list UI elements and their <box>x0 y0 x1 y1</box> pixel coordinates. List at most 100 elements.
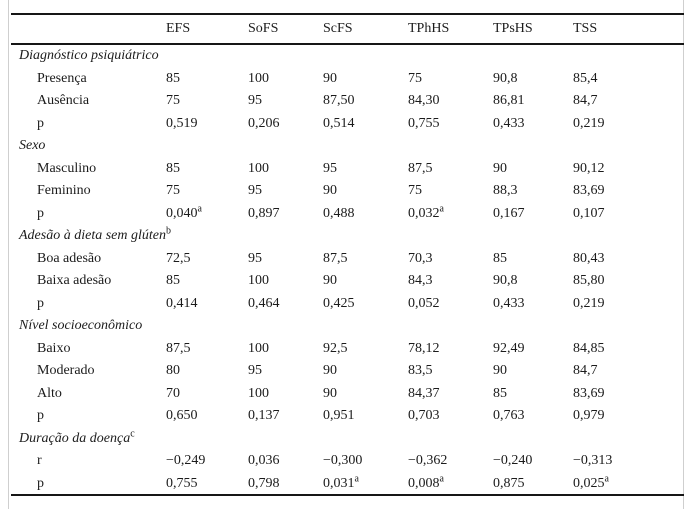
value-cell: 90 <box>323 363 337 379</box>
value-cell: 90,8 <box>493 70 518 86</box>
table-row: Baixa adesão 85 100 90 84,3 90,8 85,80 <box>11 270 684 293</box>
value-cell: 95 <box>323 160 337 176</box>
header-cell-efs: EFS <box>166 21 191 36</box>
value-cell: 70 <box>166 385 180 401</box>
value-cell: 0,219 <box>573 295 605 311</box>
header-cell-tphhs: TPhHS <box>408 21 450 36</box>
row-label: Presença <box>37 70 87 86</box>
section-title: Sexo <box>19 138 46 154</box>
value-cell: 0,875 <box>493 475 525 491</box>
row-label: Feminino <box>37 183 91 199</box>
footnote-marker: a <box>197 203 202 215</box>
section-row: Adesão à dieta sem glútenb <box>11 225 684 248</box>
table-row: p 0,755 0,798 0,031a 0,008a 0,875 0,025a <box>11 473 684 496</box>
value-cell: 84,7 <box>573 93 598 109</box>
section-title: Diagnóstico psiquiátrico <box>19 48 159 64</box>
section-title: Adesão à dieta sem glútenb <box>19 225 171 244</box>
value-cell: 0,433 <box>493 295 525 311</box>
value-cell: 0,025a <box>573 473 609 491</box>
value-cell: 90 <box>323 273 337 289</box>
table-row: Alto 70 100 90 84,37 85 83,69 <box>11 383 684 406</box>
value-cell: 87,5 <box>166 340 191 356</box>
value-cell: 85,4 <box>573 70 598 86</box>
row-label: r <box>37 453 42 469</box>
row-label: Boa adesão <box>37 250 102 266</box>
value-cell: 0,897 <box>248 205 280 221</box>
value-cell: 92,49 <box>493 340 525 356</box>
value-cell: 0,425 <box>323 295 355 311</box>
value-cell: 95 <box>248 93 262 109</box>
value-cell: 0,107 <box>573 205 605 221</box>
value-cell: 83,69 <box>573 183 605 199</box>
header-cell-sofs: SoFS <box>248 21 279 36</box>
value-cell: −0,240 <box>493 453 533 469</box>
value-cell: 72,5 <box>166 250 191 266</box>
value-cell: 90 <box>323 70 337 86</box>
value-cell: 100 <box>248 160 269 176</box>
row-label: Baixa adesão <box>37 273 112 289</box>
value-cell: 0,032a <box>408 203 444 221</box>
value-cell: 75 <box>408 70 422 86</box>
section-title: Duração da doençac <box>19 428 135 446</box>
value-cell: 0,514 <box>323 115 355 131</box>
table-row: Presença 85 100 90 75 90,8 85,4 <box>11 68 684 91</box>
value-cell: 90 <box>323 385 337 401</box>
value-cell: 0,052 <box>408 295 440 311</box>
value-cell: 85,80 <box>573 273 605 289</box>
value-cell: 100 <box>248 385 269 401</box>
value-cell: 92,5 <box>323 340 348 356</box>
value-cell: 83,69 <box>573 385 605 401</box>
value-cell: 0,798 <box>248 475 280 491</box>
section-row: Diagnóstico psiquiátrico <box>11 45 684 68</box>
section-row: Duração da doençac <box>11 428 684 451</box>
value-cell: 0,755 <box>408 115 440 131</box>
value-cell: −0,313 <box>573 453 613 469</box>
value-cell: 80,43 <box>573 250 605 266</box>
value-cell: 86,81 <box>493 93 525 109</box>
footnote-marker: c <box>130 428 135 440</box>
value-cell: 0,650 <box>166 408 198 424</box>
value-cell: −0,300 <box>323 453 363 469</box>
value-cell: 90,12 <box>573 160 605 176</box>
value-cell: 87,50 <box>323 93 355 109</box>
value-cell: 0,433 <box>493 115 525 131</box>
value-cell: 75 <box>166 183 180 199</box>
table-row: p 0,040a 0,897 0,488 0,032a 0,167 0,107 <box>11 203 684 226</box>
table-row: Moderado 80 95 90 83,5 90 84,7 <box>11 360 684 383</box>
value-cell: 0,036 <box>248 453 280 469</box>
row-label: p <box>37 408 44 424</box>
value-cell: 100 <box>248 340 269 356</box>
footnote-marker: b <box>165 225 171 237</box>
value-cell: 0,008a <box>408 473 444 491</box>
table-row: Baixo 87,5 100 92,5 78,12 92,49 84,85 <box>11 338 684 361</box>
value-cell: 95 <box>248 250 262 266</box>
table-row: Masculino 85 100 95 87,5 90 90,12 <box>11 158 684 181</box>
value-cell: 0,464 <box>248 295 280 311</box>
row-label: Baixo <box>37 340 71 356</box>
value-cell: 84,85 <box>573 340 605 356</box>
value-cell: 0,414 <box>166 295 198 311</box>
table-header-row: EFS SoFS ScFS TPhHS TPsHS TSS <box>11 15 684 43</box>
value-cell: 100 <box>248 70 269 86</box>
header-cell-scfs: ScFS <box>323 21 353 36</box>
section-row: Nível socioeconômico <box>11 315 684 338</box>
row-label: p <box>37 475 44 491</box>
value-cell: 75 <box>408 183 422 199</box>
value-cell: 85 <box>493 250 507 266</box>
header-cell-tpshs: TPsHS <box>493 21 533 36</box>
section-title: Nível socioeconômico <box>19 318 143 334</box>
value-cell: 90 <box>493 363 507 379</box>
footnote-marker: a <box>604 473 609 485</box>
value-cell: 0,755 <box>166 475 198 491</box>
table-row: p 0,414 0,464 0,425 0,052 0,433 0,219 <box>11 293 684 316</box>
value-cell: 78,12 <box>408 340 440 356</box>
value-cell: 85 <box>166 160 180 176</box>
row-label: Moderado <box>37 363 95 379</box>
footnote-marker: a <box>354 473 359 485</box>
value-cell: 0,519 <box>166 115 198 131</box>
table-top-rule <box>11 13 684 15</box>
scan-edge-right <box>683 0 684 509</box>
footnote-marker: a <box>439 473 444 485</box>
section-row: Sexo <box>11 135 684 158</box>
